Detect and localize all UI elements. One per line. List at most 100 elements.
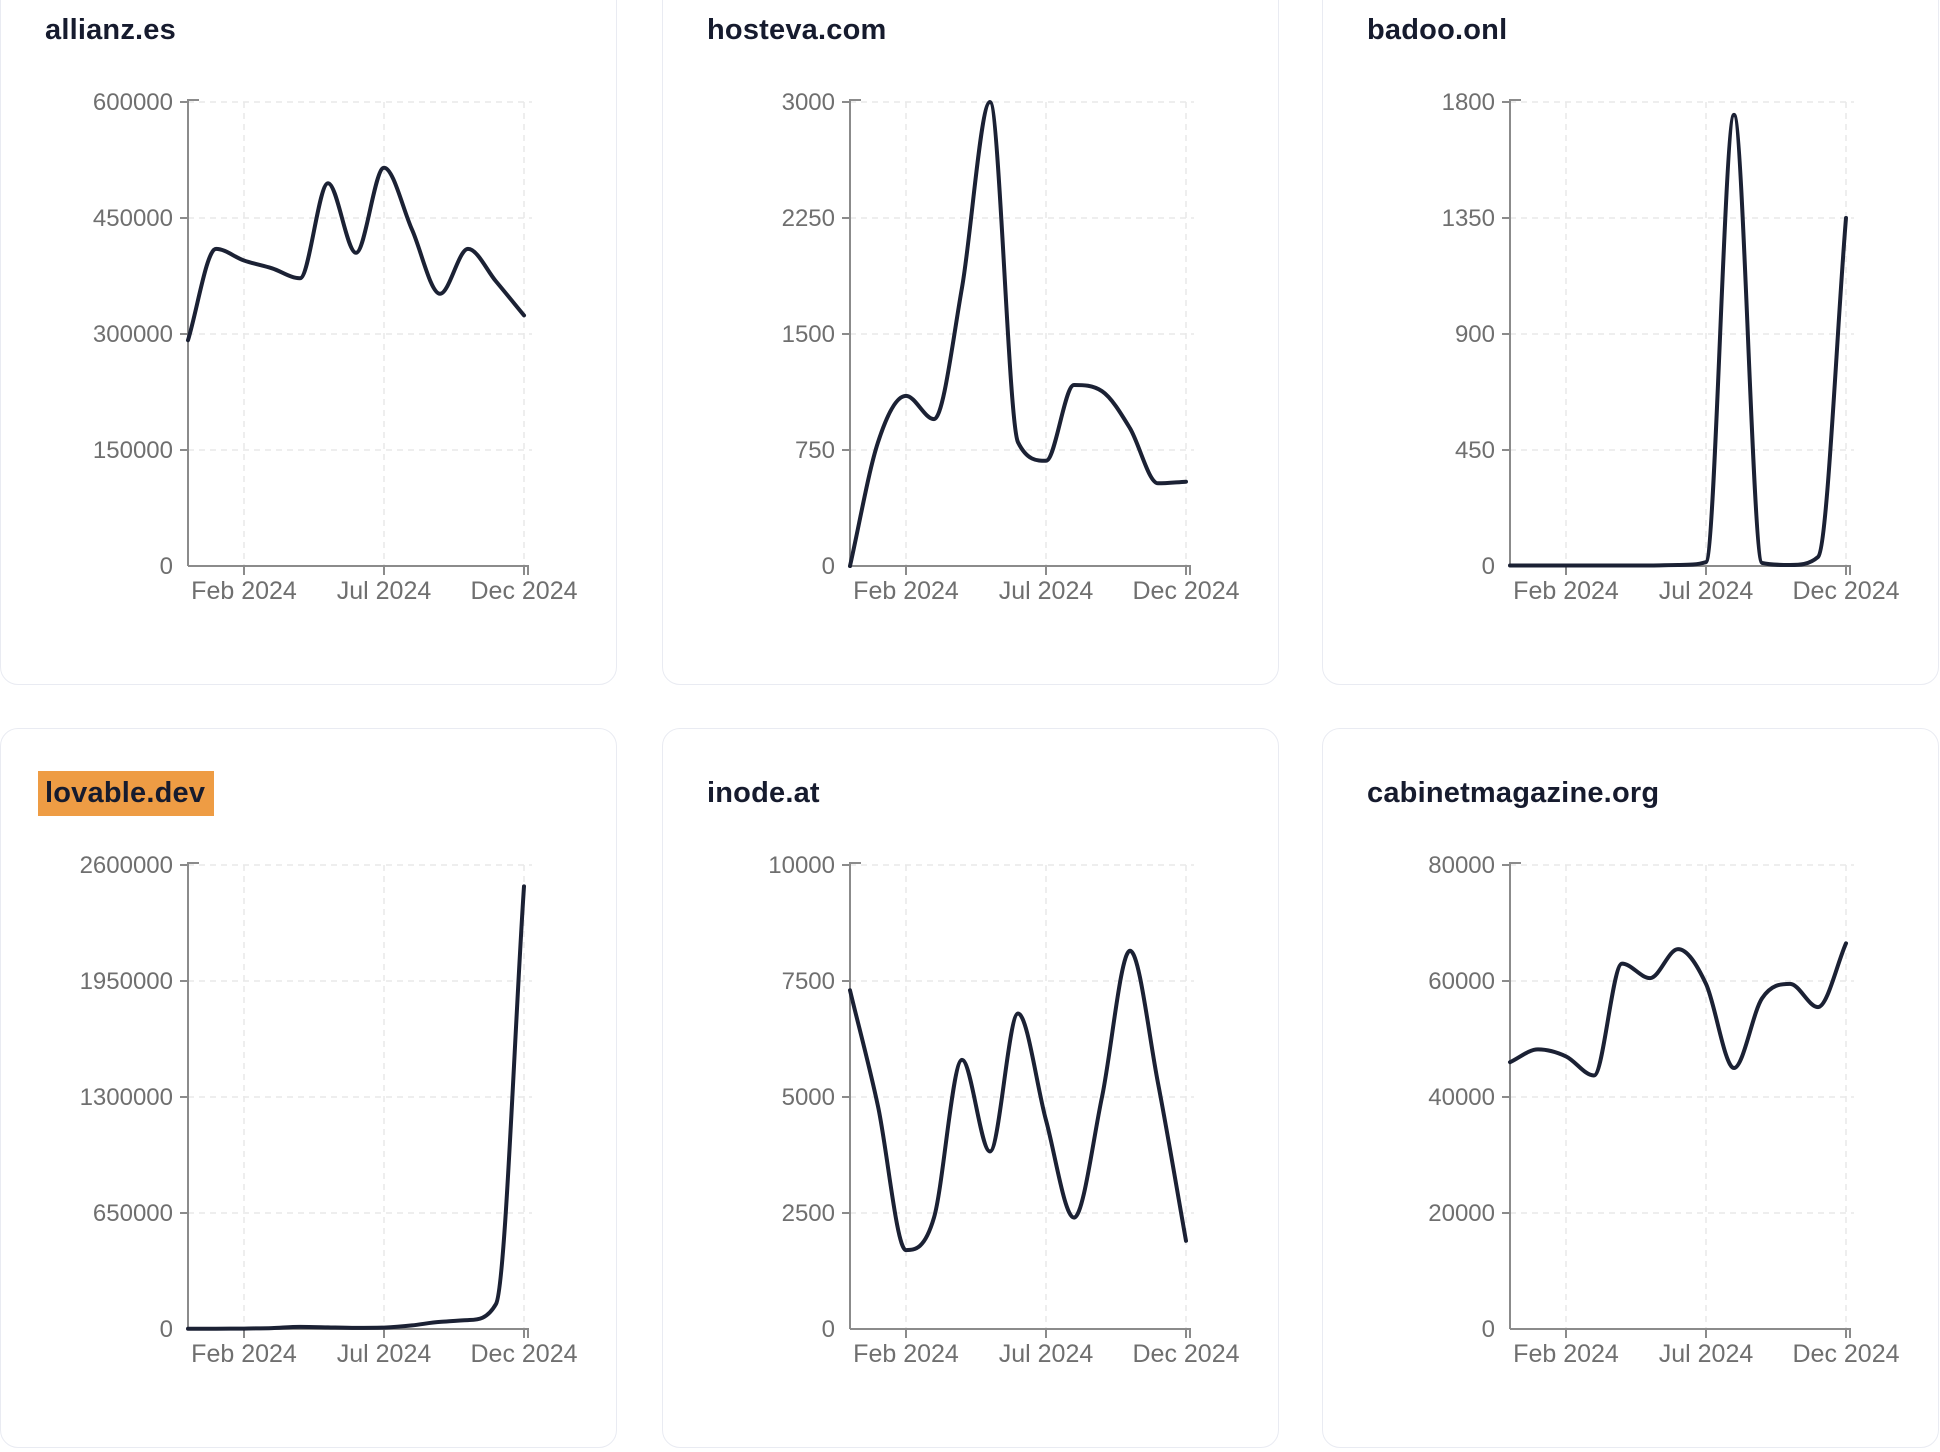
y-tick-label: 60000 — [1428, 968, 1495, 995]
axes — [180, 862, 529, 1338]
x-tick-label: Jul 2024 — [999, 577, 1094, 605]
y-tick-label: 40000 — [1428, 1084, 1495, 1111]
chart-title: hosteva.com — [707, 16, 887, 45]
y-tick-label: 0 — [160, 553, 173, 580]
y-tick-label: 5000 — [782, 1084, 835, 1111]
y-tick-label: 2600000 — [80, 852, 173, 879]
x-tick-label: Feb 2024 — [853, 1340, 959, 1368]
x-tick-labels: Feb 2024 Jul 2024 Dec 2024 — [853, 577, 1239, 605]
chart-title: cabinetmagazine.org — [1367, 779, 1659, 808]
chart-title-text: allianz.es — [45, 14, 176, 46]
y-axis — [187, 99, 199, 566]
y-tick-label: 1300000 — [80, 1084, 173, 1111]
y-axis — [849, 99, 861, 566]
y-tick-label: 150000 — [93, 437, 173, 464]
y-tick-label: 2250 — [782, 205, 835, 232]
chart-title: allianz.es — [45, 16, 176, 45]
y-tick-label: 450000 — [93, 205, 173, 232]
line-chart: 0 20000 40000 60000 80000 Feb 2024 Jul 2024 Dec… — [1428, 852, 1899, 1368]
chart-title-text: cabinetmagazine.org — [1367, 777, 1660, 809]
x-tick-label: Feb 2024 — [1513, 1340, 1619, 1368]
chart-card-badoo-onl: badoo.onl 0 450 900 1350 1800 Feb 2024 Jul 202… — [1322, 0, 1939, 685]
series-line — [186, 884, 526, 1331]
chart-card-allianz-es: allianz.es 0 150000 300000 450000 600000 Feb … — [0, 0, 617, 685]
x-tick-label: Dec 2024 — [1792, 577, 1899, 605]
x-tick-label: Feb 2024 — [191, 577, 297, 605]
gridlines — [188, 864, 532, 1329]
y-tick-label: 7500 — [782, 968, 835, 995]
chart-title: lovable.dev — [38, 771, 215, 816]
axes — [1502, 862, 1851, 1338]
chart-title: inode.at — [707, 779, 820, 808]
y-tick-labels: 0 150000 300000 450000 600000 — [93, 89, 173, 580]
y-tick-label: 0 — [822, 1316, 835, 1343]
line-chart: 0 2500 5000 7500 10000 Feb 2024 Jul 2024 Dec 20… — [768, 852, 1239, 1368]
y-tick-labels: 0 2500 5000 7500 10000 — [768, 852, 835, 1343]
gridlines — [188, 101, 532, 566]
gridlines — [1510, 864, 1854, 1329]
x-tick-labels: Feb 2024 Jul 2024 Dec 2024 — [1513, 577, 1899, 605]
x-tick-label: Jul 2024 — [999, 1340, 1094, 1368]
y-tick-label: 0 — [1482, 553, 1495, 580]
y-axis — [849, 862, 861, 1329]
x-axis — [188, 565, 529, 575]
highlighted-chart-title-text: lovable.dev — [38, 771, 215, 816]
chart-title: badoo.onl — [1367, 16, 1507, 45]
line-chart: 0 150000 300000 450000 600000 Feb 2024 Jul 202… — [93, 89, 578, 605]
x-tick-label: Dec 2024 — [1792, 1340, 1899, 1368]
x-axis — [188, 1328, 529, 1338]
y-tick-labels: 0 450 900 1350 1800 — [1442, 89, 1495, 580]
y-tick-label: 80000 — [1428, 852, 1495, 879]
y-axis — [187, 862, 199, 1329]
y-tick-labels: 0 20000 40000 60000 80000 — [1428, 852, 1495, 1343]
line-chart: 0 650000 1300000 1950000 2600000 Feb 2024 Jul … — [80, 852, 578, 1368]
series-line — [848, 100, 1188, 568]
series-line — [186, 165, 526, 343]
x-tick-labels: Feb 2024 Jul 2024 Dec 2024 — [191, 1340, 577, 1368]
y-tick-label: 650000 — [93, 1200, 173, 1227]
y-tick-labels: 0 650000 1300000 1950000 2600000 — [80, 852, 173, 1343]
y-tick-label: 450 — [1455, 437, 1495, 464]
x-tick-label: Dec 2024 — [470, 577, 577, 605]
chart-title-text: inode.at — [707, 777, 820, 809]
axes — [1502, 99, 1851, 575]
x-tick-labels: Feb 2024 Jul 2024 Dec 2024 — [191, 577, 577, 605]
axes — [842, 99, 1191, 575]
x-axis — [850, 565, 1191, 575]
chart-title-text: hosteva.com — [707, 14, 887, 46]
gridlines — [850, 864, 1194, 1329]
y-tick-label: 2500 — [782, 1200, 835, 1227]
x-tick-label: Jul 2024 — [337, 577, 432, 605]
x-tick-label: Feb 2024 — [853, 577, 959, 605]
y-tick-label: 300000 — [93, 321, 173, 348]
line-chart: 0 450 900 1350 1800 Feb 2024 Jul 2024 Dec 2024 — [1442, 89, 1900, 605]
y-axis — [1509, 99, 1521, 566]
y-axis — [1509, 862, 1521, 1329]
series-line — [848, 948, 1188, 1253]
y-tick-label: 900 — [1455, 321, 1495, 348]
y-tick-labels: 0 750 1500 2250 3000 — [782, 89, 835, 580]
x-tick-labels: Feb 2024 Jul 2024 Dec 2024 — [1513, 1340, 1899, 1368]
chart-card-lovable-dev: lovable.dev 0 650000 1300000 1950000 2600000… — [0, 728, 617, 1448]
y-tick-label: 0 — [822, 553, 835, 580]
axes — [180, 99, 529, 575]
x-tick-label: Feb 2024 — [191, 1340, 297, 1368]
y-tick-label: 750 — [795, 437, 835, 464]
gridlines — [1510, 101, 1854, 566]
x-axis — [850, 1328, 1191, 1338]
y-tick-label: 1950000 — [80, 968, 173, 995]
y-tick-label: 600000 — [93, 89, 173, 116]
x-tick-label: Feb 2024 — [1513, 577, 1619, 605]
x-tick-label: Jul 2024 — [337, 1340, 432, 1368]
axes — [842, 862, 1191, 1338]
y-tick-label: 0 — [160, 1316, 173, 1343]
x-tick-label: Dec 2024 — [470, 1340, 577, 1368]
y-tick-label: 1350 — [1442, 205, 1495, 232]
series-line — [1508, 112, 1848, 568]
y-tick-label: 3000 — [782, 89, 835, 116]
y-tick-label: 20000 — [1428, 1200, 1495, 1227]
chart-card-hosteva-com: hosteva.com 0 750 1500 2250 3000 Feb 2024 Jul … — [662, 0, 1279, 685]
chart-card-inode-at: inode.at 0 2500 5000 7500 10000 Feb 2024 Jul 2… — [662, 728, 1279, 1448]
x-tick-labels: Feb 2024 Jul 2024 Dec 2024 — [853, 1340, 1239, 1368]
gridlines — [850, 101, 1194, 566]
